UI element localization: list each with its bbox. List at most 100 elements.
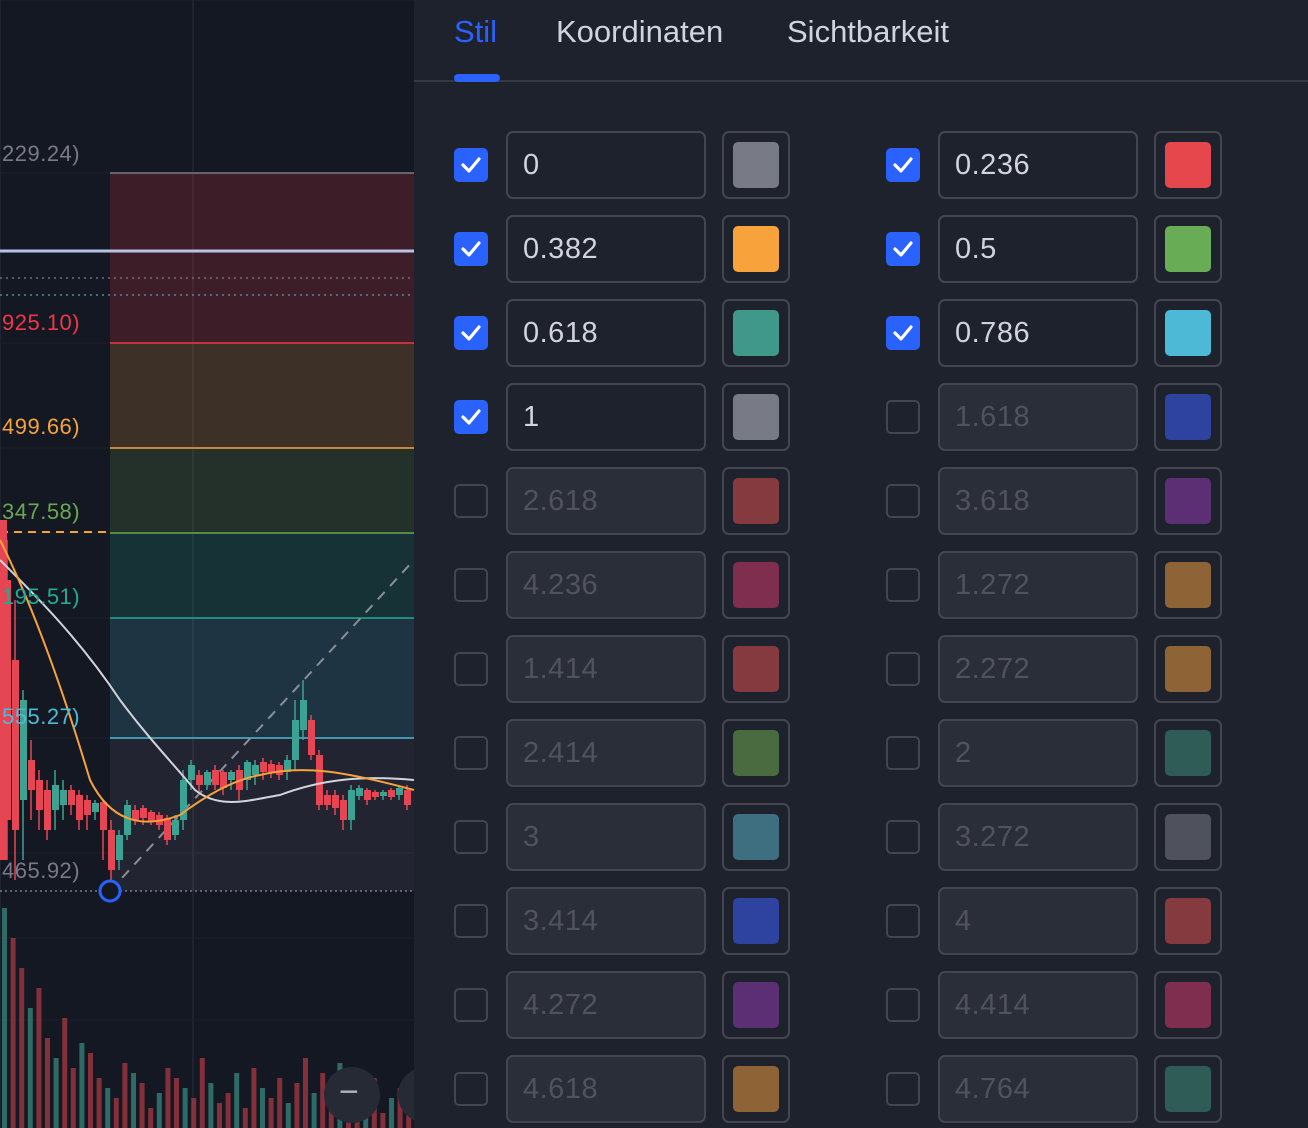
level-checkbox[interactable] (454, 484, 488, 518)
level-color-swatch[interactable] (722, 887, 790, 955)
level-value-input[interactable]: 0.786 (938, 299, 1138, 367)
level-color-swatch[interactable] (1154, 383, 1222, 451)
tab-koordinaten[interactable]: Koordinaten (556, 14, 724, 49)
level-checkbox[interactable] (886, 904, 920, 938)
level-checkbox[interactable] (454, 232, 488, 266)
volume-bar (217, 1103, 222, 1128)
fib-level-row: 2 (886, 719, 1226, 787)
level-checkbox[interactable] (886, 232, 920, 266)
level-checkbox[interactable] (886, 736, 920, 770)
level-checkbox[interactable] (454, 148, 488, 182)
level-checkbox[interactable] (454, 568, 488, 602)
level-color-swatch[interactable] (722, 383, 790, 451)
level-checkbox[interactable] (454, 652, 488, 686)
level-color-swatch[interactable] (722, 215, 790, 283)
level-color-swatch[interactable] (722, 467, 790, 535)
level-checkbox[interactable] (454, 736, 488, 770)
level-color-swatch[interactable] (722, 971, 790, 1039)
level-color-swatch[interactable] (1154, 215, 1222, 283)
level-value-input[interactable]: 4 (938, 887, 1138, 955)
level-value-input[interactable]: 0.236 (938, 131, 1138, 199)
candle-body (4, 580, 11, 820)
volume-bar (36, 988, 42, 1128)
volume-bar (320, 1073, 326, 1128)
level-checkbox[interactable] (454, 1072, 488, 1106)
level-checkbox[interactable] (886, 316, 920, 350)
level-color-swatch[interactable] (722, 299, 790, 367)
level-checkbox[interactable] (886, 148, 920, 182)
level-checkbox[interactable] (454, 988, 488, 1022)
color-fill (733, 982, 779, 1028)
volume-bar (397, 1088, 403, 1128)
level-color-swatch[interactable] (1154, 131, 1222, 199)
checkmark-icon (461, 241, 481, 257)
level-checkbox[interactable] (886, 652, 920, 686)
level-value-input[interactable]: 1.414 (506, 635, 706, 703)
level-color-swatch[interactable] (722, 719, 790, 787)
level-color-swatch[interactable] (1154, 299, 1222, 367)
candle-body (52, 785, 59, 810)
level-value-input[interactable]: 2.618 (506, 467, 706, 535)
candle-body (372, 792, 379, 797)
color-fill (1165, 982, 1211, 1028)
level-value-input[interactable]: 0 (506, 131, 706, 199)
level-value-input[interactable]: 1.272 (938, 551, 1138, 619)
level-value-input[interactable]: 2.414 (506, 719, 706, 787)
level-color-swatch[interactable] (722, 131, 790, 199)
level-checkbox[interactable] (886, 568, 920, 602)
fib-retracement-drawing[interactable] (0, 0, 414, 1128)
level-checkbox[interactable] (886, 1072, 920, 1106)
level-value-input[interactable]: 0.382 (506, 215, 706, 283)
level-checkbox[interactable] (886, 988, 920, 1022)
candle-body (140, 808, 147, 818)
level-value-input[interactable]: 3.618 (938, 467, 1138, 535)
level-value-input[interactable]: 3 (506, 803, 706, 871)
level-value-input[interactable]: 3.414 (506, 887, 706, 955)
level-color-swatch[interactable] (1154, 803, 1222, 871)
tab-bar: Stil Koordinaten Sichtbarkeit (414, 0, 1308, 82)
zoom-in-button[interactable] (398, 1067, 414, 1123)
level-value-input[interactable]: 4.764 (938, 1055, 1138, 1123)
tab-sichtbarkeit[interactable]: Sichtbarkeit (787, 14, 949, 49)
level-checkbox[interactable] (454, 400, 488, 434)
level-color-swatch[interactable] (1154, 635, 1222, 703)
level-color-swatch[interactable] (1154, 1055, 1222, 1123)
level-checkbox[interactable] (454, 316, 488, 350)
level-value-input[interactable]: 1.618 (938, 383, 1138, 451)
level-value-input[interactable]: 4.618 (506, 1055, 706, 1123)
level-color-swatch[interactable] (1154, 551, 1222, 619)
volume-bar (45, 1038, 50, 1128)
level-color-swatch[interactable] (722, 803, 790, 871)
candle-body (244, 762, 251, 780)
level-value-input[interactable]: 0.5 (938, 215, 1138, 283)
volume-bar (303, 1058, 308, 1128)
tab-stil[interactable]: Stil (454, 14, 498, 49)
level-color-swatch[interactable] (722, 551, 790, 619)
level-color-swatch[interactable] (722, 635, 790, 703)
level-value-input[interactable]: 4.414 (938, 971, 1138, 1039)
level-value-input[interactable]: 0.618 (506, 299, 706, 367)
zoom-out-button[interactable]: − (324, 1067, 380, 1123)
level-color-swatch[interactable] (1154, 887, 1222, 955)
level-value-input[interactable]: 4.272 (506, 971, 706, 1039)
level-checkbox[interactable] (454, 904, 488, 938)
level-checkbox[interactable] (886, 400, 920, 434)
level-value-input[interactable]: 1 (506, 383, 706, 451)
level-value-input[interactable]: 3.272 (938, 803, 1138, 871)
level-value-input[interactable]: 2.272 (938, 635, 1138, 703)
fib-level-row: 4.764 (886, 1055, 1226, 1123)
candle-body (252, 765, 259, 775)
level-checkbox[interactable] (886, 820, 920, 854)
level-color-swatch[interactable] (722, 1055, 790, 1123)
level-color-swatch[interactable] (1154, 719, 1222, 787)
color-fill (1165, 142, 1211, 188)
level-color-swatch[interactable] (1154, 467, 1222, 535)
color-fill (1165, 814, 1211, 860)
level-checkbox[interactable] (454, 820, 488, 854)
level-checkbox[interactable] (886, 484, 920, 518)
level-value-input[interactable]: 4.236 (506, 551, 706, 619)
level-value-input[interactable]: 2 (938, 719, 1138, 787)
volume-bar (294, 1083, 300, 1128)
chart-area[interactable]: 229.24) 925.10) 499.66) 347.58) 195.51) 555.2… (0, 0, 414, 1128)
level-color-swatch[interactable] (1154, 971, 1222, 1039)
